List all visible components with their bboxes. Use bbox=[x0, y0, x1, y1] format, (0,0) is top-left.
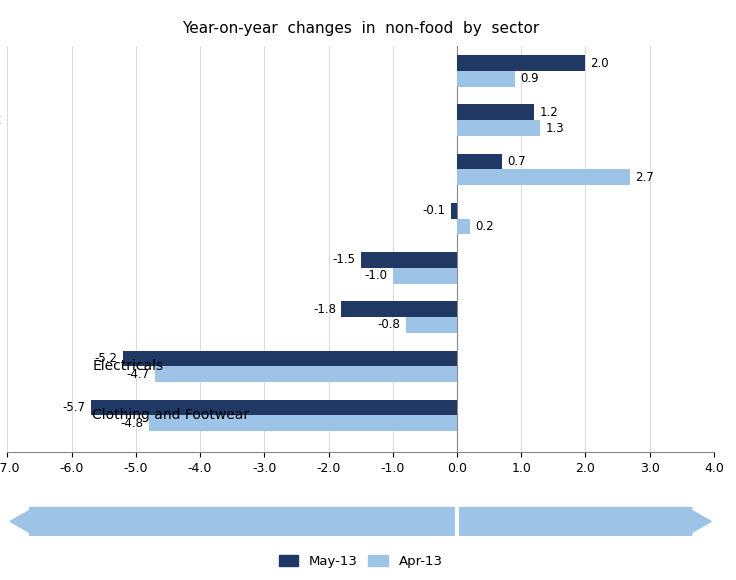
Bar bbox=[361, 252, 457, 268]
FancyArrowPatch shape bbox=[10, 508, 454, 535]
Bar bbox=[450, 203, 457, 219]
Bar bbox=[457, 154, 502, 169]
Text: Electricals: Electricals bbox=[92, 359, 163, 374]
Text: -4.8: -4.8 bbox=[121, 417, 144, 430]
Bar bbox=[457, 120, 540, 136]
Bar bbox=[123, 350, 457, 367]
Text: -0.8: -0.8 bbox=[378, 318, 400, 331]
Bar bbox=[91, 400, 457, 415]
Text: 2.7: 2.7 bbox=[636, 171, 654, 184]
Text: -1.8: -1.8 bbox=[314, 303, 336, 316]
Text: Clothing and Footwear: Clothing and Footwear bbox=[92, 408, 250, 422]
Text: 1.3: 1.3 bbox=[545, 122, 565, 135]
Text: -5.2: -5.2 bbox=[95, 352, 118, 365]
Bar bbox=[149, 415, 457, 432]
Title: Year-on-year  changes  in  non-food  by  sector: Year-on-year changes in non-food by sect… bbox=[182, 20, 539, 35]
Bar bbox=[457, 71, 514, 87]
Text: 2.0: 2.0 bbox=[590, 57, 609, 70]
Bar bbox=[457, 55, 585, 71]
Bar bbox=[393, 268, 457, 284]
FancyArrowPatch shape bbox=[460, 508, 711, 535]
Text: -0.1: -0.1 bbox=[422, 204, 445, 218]
Text: -5.7: -5.7 bbox=[63, 401, 85, 414]
Bar bbox=[342, 302, 457, 317]
Text: -1.5: -1.5 bbox=[333, 253, 355, 266]
Bar bbox=[457, 169, 631, 185]
Text: 0.2: 0.2 bbox=[475, 220, 494, 233]
Bar bbox=[457, 104, 534, 120]
Text: -1.0: -1.0 bbox=[364, 269, 388, 282]
Bar bbox=[406, 317, 457, 333]
Text: -4.7: -4.7 bbox=[127, 368, 150, 380]
Text: 1.2: 1.2 bbox=[539, 106, 558, 119]
Text: 0.9: 0.9 bbox=[520, 72, 539, 85]
Bar bbox=[155, 367, 457, 382]
Legend: May-13, Apr-13: May-13, Apr-13 bbox=[279, 554, 442, 568]
Text: Deflation: Deflation bbox=[193, 514, 272, 529]
Bar bbox=[457, 219, 470, 234]
Text: 0.7: 0.7 bbox=[507, 155, 526, 168]
Text: Inflation: Inflation bbox=[549, 514, 622, 529]
